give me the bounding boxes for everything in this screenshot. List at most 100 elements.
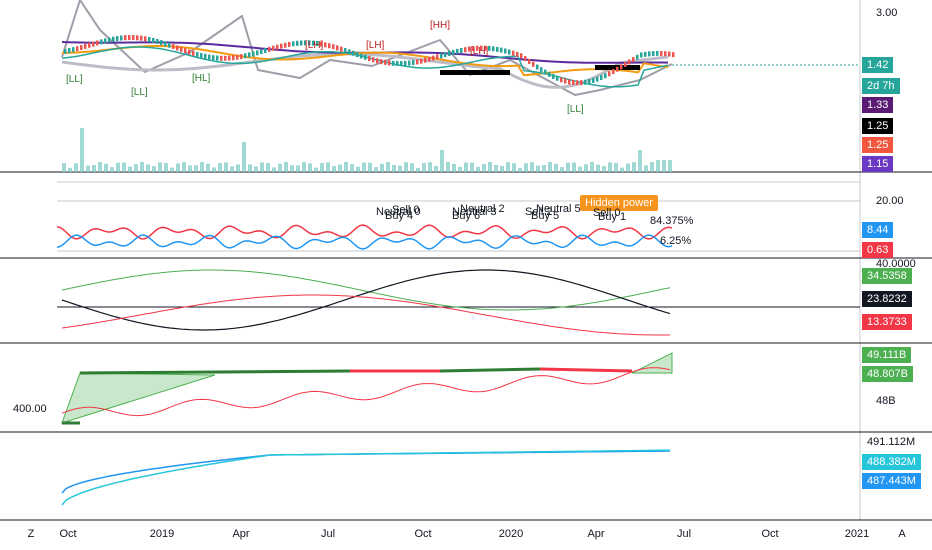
volume-bar — [302, 162, 306, 172]
volume-bar — [230, 166, 234, 172]
price-candle — [72, 47, 75, 53]
volume-bar — [116, 162, 120, 172]
time-axis-label: Oct — [59, 528, 77, 540]
swing-envelope-line — [61, 52, 669, 89]
volume-bar — [332, 166, 336, 172]
price-candle — [364, 54, 367, 60]
volume-bar — [182, 162, 186, 172]
price-candle — [224, 55, 227, 61]
price-candle — [468, 46, 471, 52]
price-candle — [360, 53, 363, 59]
price-candle — [440, 53, 443, 59]
osc1-tag: 8.44 — [862, 222, 894, 238]
price-candle — [180, 46, 183, 52]
price-candle — [316, 40, 319, 46]
volume-bar — [128, 166, 132, 172]
swing-label: [LH] — [305, 40, 324, 51]
volume-bar — [590, 162, 594, 172]
price-candle — [404, 60, 407, 66]
price-tag: 1.25 — [862, 137, 894, 153]
price-candle — [212, 55, 215, 61]
log-scale-toggle-button[interactable]: Z — [27, 528, 35, 540]
volume-bar — [392, 164, 396, 172]
price-candle — [76, 46, 79, 52]
price-candle — [452, 49, 455, 55]
volume-bar — [194, 165, 198, 172]
volume-bar — [314, 167, 318, 172]
price-candle — [476, 45, 479, 51]
bottom-blue-line — [61, 450, 670, 494]
osc2-tag: 34.5358 — [862, 268, 912, 284]
swing-label: [LL] — [66, 74, 83, 85]
price-candle — [400, 61, 403, 67]
price-candle — [256, 50, 259, 56]
price-candle — [456, 48, 459, 54]
volume-bar — [122, 162, 126, 172]
volume-bar — [236, 164, 240, 172]
signal-label: Neutral 5 — [536, 203, 581, 215]
price-candle — [616, 66, 619, 72]
bottom-cyan-line — [61, 449, 670, 506]
signal-label: Sell 2 — [525, 206, 553, 218]
signal-label: Buy 5 — [531, 210, 560, 222]
volume-bar — [176, 163, 180, 172]
price-candle — [500, 47, 503, 53]
volume-bar — [86, 165, 90, 172]
price-candle — [424, 57, 427, 63]
volume-bar — [260, 162, 264, 172]
price-candle — [136, 35, 139, 41]
price-candle — [580, 80, 583, 86]
time-axis-label: 2019 — [149, 528, 175, 540]
volume-bar — [620, 167, 624, 172]
osc1-tag: 0.63 — [862, 242, 894, 258]
volume-bar — [344, 162, 348, 172]
price-candle — [196, 51, 199, 57]
price-candle — [104, 38, 107, 44]
price-candle — [600, 75, 603, 81]
time-axis-label: 2020 — [498, 528, 524, 540]
volume-bar — [410, 163, 414, 172]
price-candle — [496, 46, 499, 52]
volume-bar — [656, 160, 660, 172]
price-tag: 1.15 — [862, 156, 894, 172]
bottom-tag: 491.112M — [862, 434, 921, 450]
volume-bar — [248, 164, 252, 172]
price-candle — [388, 60, 391, 66]
volume-bar — [92, 165, 96, 172]
obv-line-green — [79, 369, 351, 375]
volume-bar — [398, 165, 402, 172]
price-candle — [380, 59, 383, 65]
price-candle — [560, 77, 563, 83]
volume-bar — [452, 163, 456, 172]
volume-bar — [572, 162, 576, 172]
volume-bar — [188, 165, 192, 172]
price-candle — [520, 53, 523, 59]
price-candle — [92, 41, 95, 47]
bottom-tag: 487.443M — [862, 473, 921, 489]
price-candle — [652, 51, 655, 57]
volume-bar — [338, 164, 342, 172]
volume-bar — [482, 163, 486, 172]
hidden-power-label: Hidden power — [580, 195, 658, 211]
obv-tag: 48.807B — [862, 366, 913, 382]
price-candle — [68, 48, 71, 54]
price-candle — [564, 78, 567, 84]
price-candle — [648, 51, 651, 57]
price-candle — [132, 35, 135, 41]
price-candle — [432, 55, 435, 61]
price-candle — [588, 79, 591, 85]
price-candle — [208, 54, 211, 60]
osc1-red-line — [56, 224, 673, 240]
swing-label: [LL] — [131, 87, 148, 98]
price-candle — [172, 44, 175, 50]
price-candle — [308, 40, 311, 46]
price-candle — [80, 45, 83, 51]
auto-scale-toggle-button[interactable]: A — [898, 528, 906, 540]
price-candle — [636, 54, 639, 60]
signal-label: Neutral 0 — [376, 206, 421, 218]
volume-bar — [200, 162, 204, 172]
price-candle — [656, 50, 659, 56]
price-candle — [624, 61, 627, 67]
price-candle — [568, 79, 571, 85]
